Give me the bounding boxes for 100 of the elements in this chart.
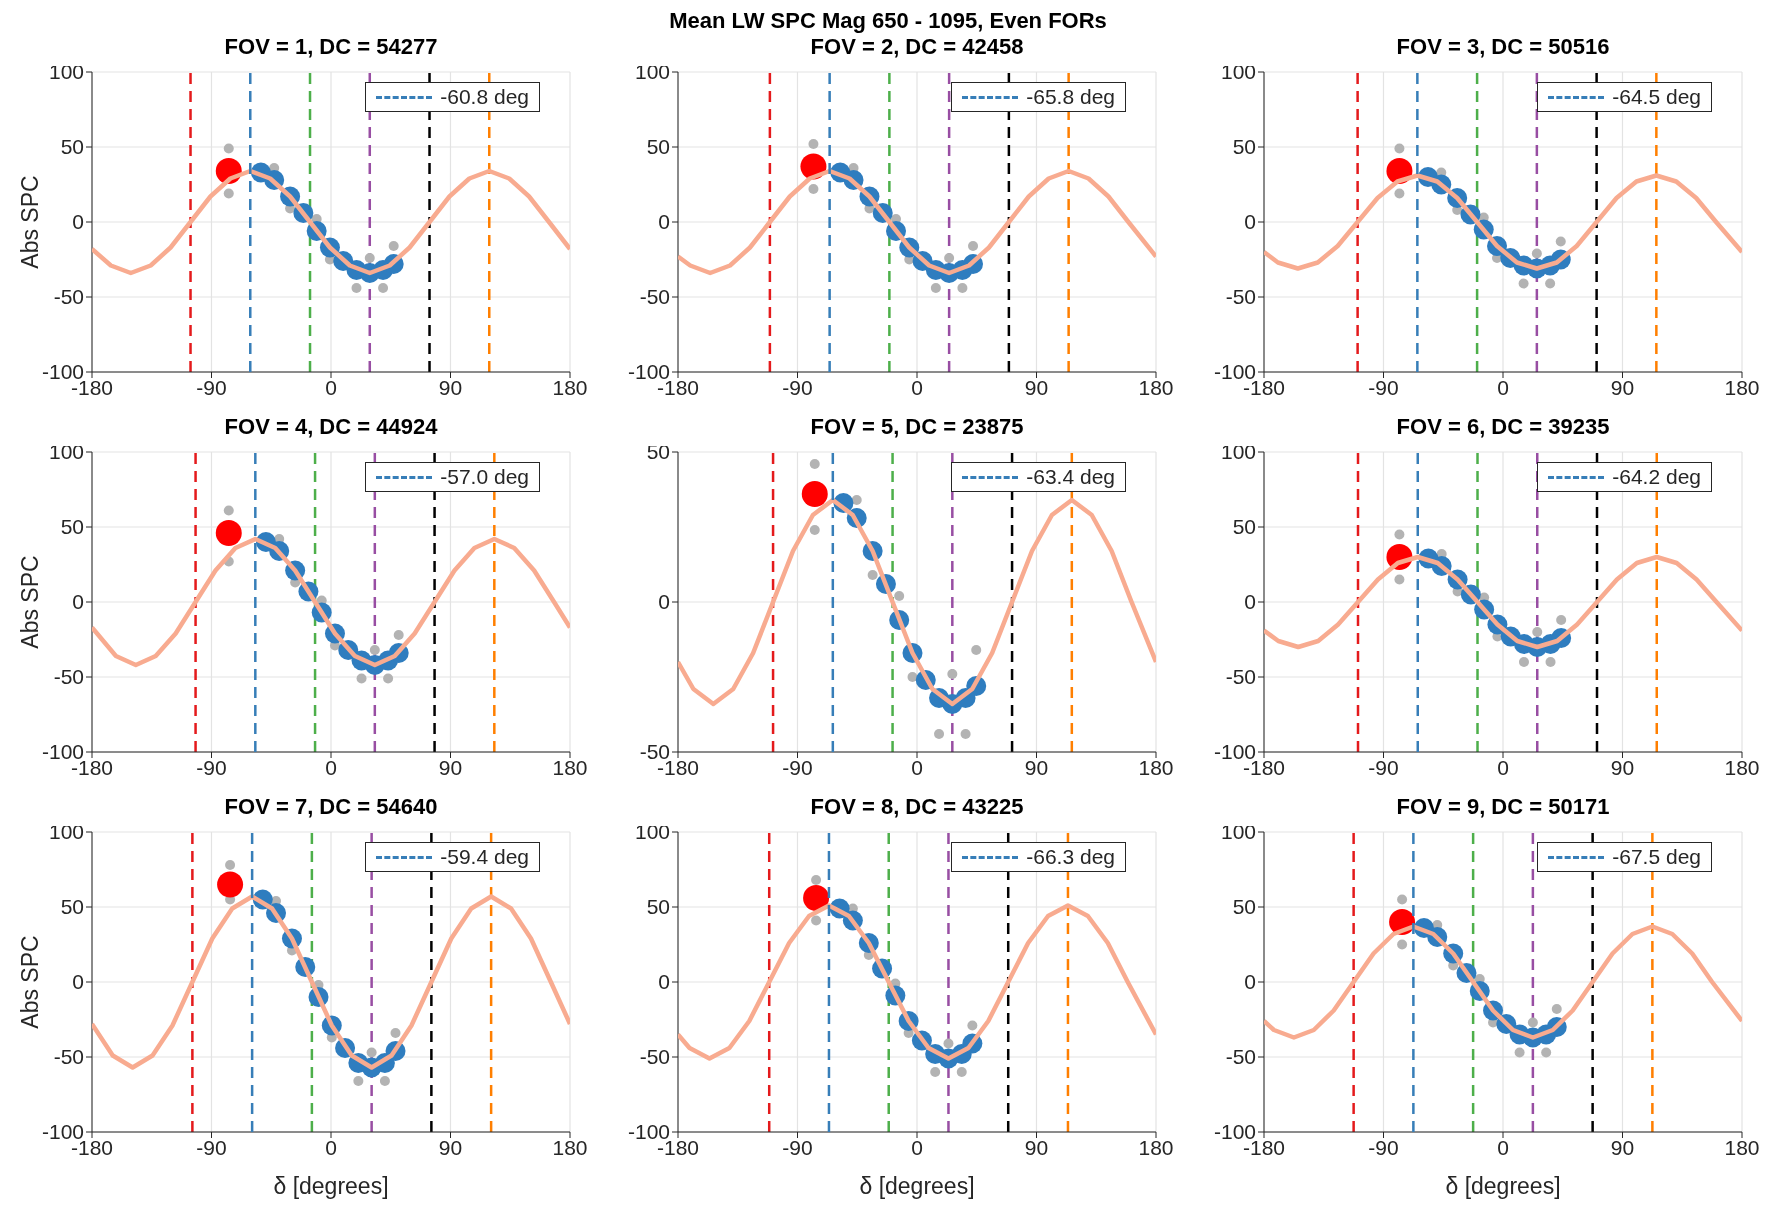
x-axis-title: δ [degrees] — [1445, 1173, 1561, 1199]
chart-title: FOV = 3, DC = 50516 — [1395, 34, 1611, 60]
text: Mean LW SPC Mag 650 - 1095, Even FORs — [668, 8, 1108, 34]
chart-title: FOV = 7, DC = 54640 — [223, 794, 439, 820]
x-tick-label: 90 — [438, 1135, 463, 1159]
x-tick-label: 180 — [552, 755, 588, 779]
point — [811, 915, 822, 926]
point — [353, 1076, 364, 1086]
x-tick-label: -90 — [1368, 1135, 1399, 1159]
point — [379, 1076, 390, 1086]
point — [351, 283, 362, 293]
legend-label: -60.8 deg — [440, 84, 529, 110]
point — [1394, 143, 1405, 154]
y-tick-label: 50 — [60, 515, 84, 539]
y-tick-label: -50 — [1225, 1045, 1256, 1069]
point — [1545, 278, 1556, 289]
y-tick-label: 50 — [1232, 135, 1256, 159]
chart-title: FOV = 8, DC = 43225 — [809, 794, 1025, 820]
point — [851, 495, 862, 505]
point — [215, 520, 242, 546]
point — [944, 253, 955, 263]
y-tick-label: 0 — [1244, 210, 1256, 234]
point — [1518, 657, 1529, 667]
x-tick-label: 90 — [1610, 755, 1635, 779]
point — [967, 1020, 978, 1031]
legend-label: -59.4 deg — [440, 844, 529, 870]
point — [1394, 529, 1405, 540]
y-tick-label: 0 — [72, 210, 84, 234]
y-tick-label: 0 — [658, 590, 670, 614]
x-tick-label: 0 — [911, 1135, 923, 1159]
point — [366, 1047, 377, 1058]
point — [1527, 1017, 1538, 1028]
x-tick-label: 0 — [325, 375, 337, 399]
y-tick-label: 50 — [60, 895, 84, 919]
point — [223, 143, 234, 154]
x-tick-label: 90 — [1024, 375, 1049, 399]
x-axis-title: δ [degrees] — [859, 1173, 975, 1199]
point — [364, 253, 375, 263]
y-tick-label: -50 — [53, 665, 84, 689]
point — [1556, 615, 1567, 625]
point — [957, 283, 968, 293]
point — [894, 591, 905, 601]
point — [1394, 574, 1405, 585]
point — [801, 481, 828, 507]
legend-label: -64.5 deg — [1612, 84, 1701, 110]
legend: -64.5 deg — [1537, 82, 1712, 112]
x-tick-label: 180 — [1724, 1135, 1760, 1159]
point — [1397, 939, 1408, 950]
legend-label: -57.0 deg — [440, 464, 529, 490]
point — [388, 241, 399, 251]
x-axis-title: δ [degrees] — [273, 1173, 389, 1199]
x-tick-label: -90 — [1368, 375, 1399, 399]
point — [1545, 657, 1556, 667]
x-tick-label: 90 — [438, 755, 463, 779]
x-tick-label: 180 — [1138, 1135, 1174, 1159]
point — [1555, 236, 1566, 247]
x-tick-label: 180 — [1724, 375, 1760, 399]
x-tick-label: 90 — [1024, 755, 1049, 779]
x-tick-label: 90 — [1610, 375, 1635, 399]
legend-label: -63.4 deg — [1026, 464, 1115, 490]
legend: -59.4 deg — [365, 842, 540, 872]
point — [803, 885, 830, 911]
point — [1518, 278, 1529, 289]
point — [934, 729, 945, 739]
x-tick-label: -90 — [196, 375, 227, 399]
point — [808, 139, 819, 149]
y-tick-label: -50 — [53, 1045, 84, 1069]
y-tick-label: 50 — [60, 135, 84, 159]
point — [947, 669, 958, 679]
y-tick-label: 0 — [1244, 590, 1256, 614]
point — [1551, 1004, 1562, 1014]
y-tick-label: 0 — [72, 590, 84, 614]
x-tick-label: -90 — [196, 755, 227, 779]
y-tick-label: 0 — [1244, 970, 1256, 994]
x-tick-label: 90 — [1610, 1135, 1635, 1159]
x-tick-label: -90 — [196, 1135, 227, 1159]
y-tick-label: 50 — [1232, 895, 1256, 919]
point — [960, 729, 971, 739]
chart-title: FOV = 9, DC = 50171 — [1395, 794, 1611, 820]
legend: -65.8 deg — [951, 82, 1126, 112]
chart-title: FOV = 6, DC = 39235 — [1395, 414, 1611, 440]
chart-title: FOV = 2, DC = 42458 — [809, 34, 1025, 60]
point — [356, 673, 367, 684]
legend-label: -64.2 deg — [1612, 464, 1701, 490]
x-tick-label: -90 — [782, 1135, 813, 1159]
x-tick-label: 180 — [1724, 755, 1760, 779]
y-tick-label: 0 — [72, 970, 84, 994]
y-tick-label: -50 — [53, 285, 84, 309]
y-tick-label: 0 — [658, 210, 670, 234]
point — [223, 505, 234, 516]
chart-title: FOV = 4, DC = 44924 — [223, 414, 439, 440]
point — [1531, 248, 1542, 259]
legend: -66.3 deg — [951, 842, 1126, 872]
point — [808, 184, 819, 194]
x-tick-label: 0 — [1497, 1135, 1509, 1159]
x-tick-label: -90 — [782, 375, 813, 399]
x-tick-label: 0 — [911, 755, 923, 779]
point — [930, 283, 941, 293]
point — [1394, 188, 1405, 199]
point — [1532, 627, 1543, 637]
